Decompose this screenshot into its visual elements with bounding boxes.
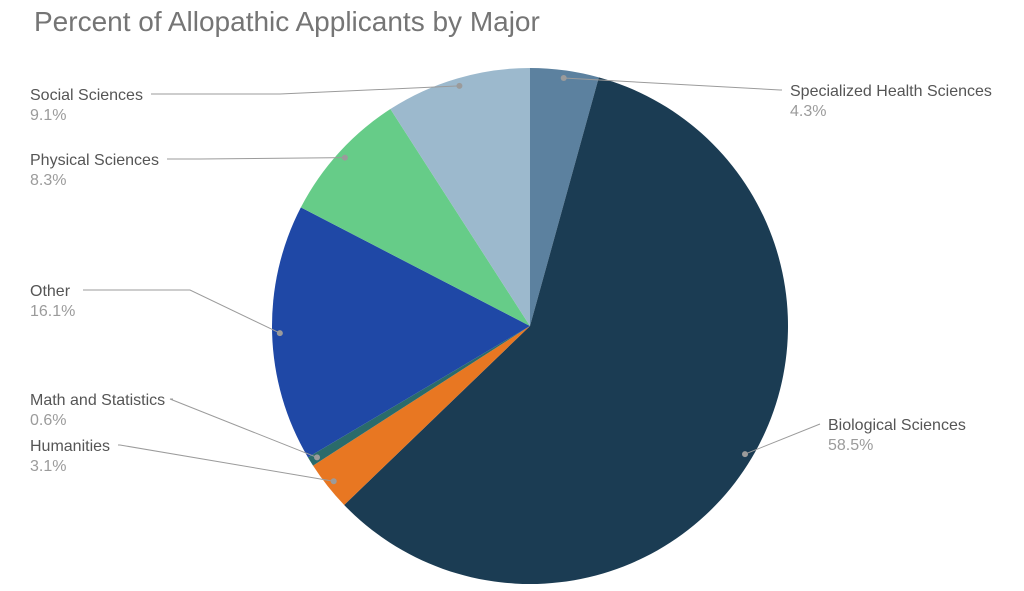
leader-dot: [561, 75, 567, 81]
pie-chart: Percent of Allopathic Applicants by Majo…: [0, 0, 1024, 591]
slice-label-name: Biological Sciences: [828, 416, 966, 436]
slice-label: Physical Sciences8.3%: [30, 151, 159, 191]
slice-label: Math and Statistics0.6%: [30, 391, 165, 431]
leader-line: [118, 445, 334, 481]
slice-label-pct: 8.3%: [30, 171, 159, 191]
leader-dot: [742, 451, 748, 457]
leader-line: [167, 158, 345, 159]
slice-label: Humanities3.1%: [30, 437, 110, 477]
slice-label-pct: 0.6%: [30, 411, 165, 431]
slice-label-name: Physical Sciences: [30, 151, 159, 171]
slice-label-name: Math and Statistics: [30, 391, 165, 411]
slice-label-name: Specialized Health Sciences: [790, 82, 992, 102]
leader-dot: [277, 330, 283, 336]
slice-label-pct: 58.5%: [828, 436, 966, 456]
slice-label-pct: 9.1%: [30, 106, 143, 126]
slice-label-pct: 16.1%: [30, 302, 75, 322]
slice-label: Specialized Health Sciences4.3%: [790, 82, 992, 122]
slice-label: Biological Sciences58.5%: [828, 416, 966, 456]
slice-label: Social Sciences9.1%: [30, 86, 143, 126]
slice-label-pct: 4.3%: [790, 102, 992, 122]
leader-dot: [314, 454, 320, 460]
leader-line: [151, 86, 459, 94]
slice-label-name: Humanities: [30, 437, 110, 457]
slice-label-name: Social Sciences: [30, 86, 143, 106]
leader-dot: [456, 83, 462, 89]
leader-line: [83, 290, 280, 333]
slice-label-pct: 3.1%: [30, 457, 110, 477]
slice-label: Other16.1%: [30, 282, 75, 322]
leader-dot: [342, 155, 348, 161]
leader-dot: [331, 478, 337, 484]
slice-label-name: Other: [30, 282, 75, 302]
